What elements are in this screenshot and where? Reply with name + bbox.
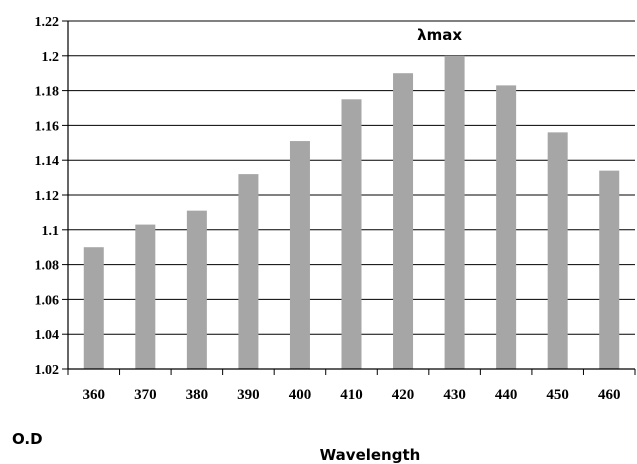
x-tick-label: 400 xyxy=(289,387,312,403)
bar-460 xyxy=(599,170,620,369)
x-tick-label: 410 xyxy=(340,387,363,403)
y-tick-label: 1.06 xyxy=(35,293,60,308)
axes xyxy=(62,20,636,375)
y-tick-labels: 1.02 1.04 1.06 1.08 1.1 1.12 1.14 1.16 1.18 1.2 1.… xyxy=(35,15,60,378)
bar-370 xyxy=(135,224,156,369)
y-tick-label: 1.14 xyxy=(35,154,60,169)
x-tick-label: 390 xyxy=(237,387,260,403)
y-tick-label: 1.18 xyxy=(35,85,60,100)
bar-390 xyxy=(238,174,259,369)
x-tick-labels: 360 370 380 390 400 410 420 430 440 450 460 xyxy=(83,387,621,403)
y-tick-label: 1.08 xyxy=(35,259,60,274)
y-tick-label: 1.2 xyxy=(42,50,60,65)
bar-440 xyxy=(496,85,517,369)
y-tick-label: 1.16 xyxy=(35,119,60,134)
y-tick-label: 1.22 xyxy=(35,15,60,30)
x-tick-label: 370 xyxy=(134,387,157,403)
bar-360 xyxy=(83,247,104,369)
x-tick-label: 430 xyxy=(443,387,466,403)
bar-410 xyxy=(341,99,362,370)
y-tick-label: 1.1 xyxy=(42,224,60,239)
x-tick-label: 440 xyxy=(495,387,518,403)
x-tick-label: 450 xyxy=(546,387,569,403)
x-tick-label: 360 xyxy=(83,387,106,403)
y-axis-label: O.D xyxy=(12,430,43,448)
x-axis-label: Wavelength xyxy=(320,446,421,464)
bar-450 xyxy=(547,132,568,369)
x-tick-label: 460 xyxy=(598,387,621,403)
x-tick-label: 420 xyxy=(392,387,415,403)
lambda-max-annotation: λmax xyxy=(417,26,462,44)
y-tick-label: 1.02 xyxy=(35,363,60,378)
bar-420 xyxy=(393,73,414,369)
bar-380 xyxy=(186,210,207,369)
y-tick-label: 1.04 xyxy=(35,328,60,343)
bar-400 xyxy=(289,141,310,369)
y-tick-label: 1.12 xyxy=(35,189,60,204)
bar-430 xyxy=(444,55,465,370)
bars xyxy=(83,55,620,370)
x-tick-label: 380 xyxy=(186,387,209,403)
